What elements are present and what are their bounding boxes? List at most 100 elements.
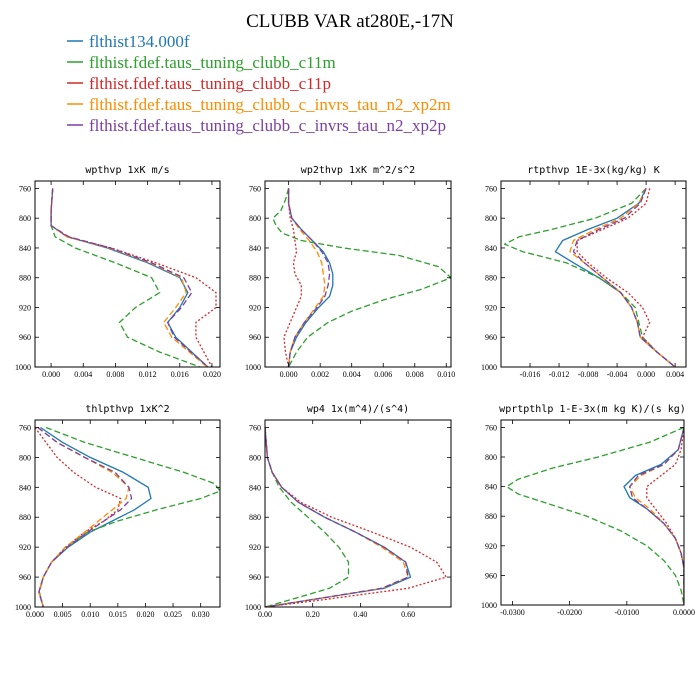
- y-tick-label: 760: [249, 184, 261, 193]
- legend-entry: flthist.fdef.taus_tuning_clubb_c_invrs_t…: [89, 116, 446, 135]
- y-tick-label: 1000: [15, 603, 31, 612]
- y-tick-label: 800: [485, 214, 497, 223]
- y-tick-label: 760: [485, 423, 497, 432]
- series-group: [265, 427, 447, 607]
- x-tick-label: 0.006: [374, 370, 392, 379]
- x-tick-label: 0.008: [406, 370, 424, 379]
- panel-title: wp2thvp 1xK m^2/s^2: [301, 165, 415, 176]
- x-tick-label: 0.020: [136, 610, 154, 619]
- panels: wpthvp 1xK m/s76080084088092096010000.00…: [15, 165, 695, 619]
- x-tick-label: 0.000: [26, 610, 44, 619]
- y-tick-label: 880: [485, 274, 497, 283]
- y-tick-label: 800: [485, 453, 497, 462]
- series-line: [265, 427, 447, 607]
- figure-title: CLUBB VAR at280E,-17N: [246, 11, 454, 32]
- x-tick-label: -0.016: [520, 370, 541, 379]
- series-line: [265, 427, 409, 607]
- plot-frame: [500, 419, 685, 606]
- x-tick-label: 0.008: [106, 370, 124, 379]
- series-line: [646, 427, 684, 605]
- y-tick-label: 960: [485, 571, 497, 580]
- x-tick-label: -0.008: [578, 370, 599, 379]
- series-line: [272, 188, 451, 367]
- series-line: [503, 187, 676, 367]
- x-tick-label: 0.010: [437, 370, 455, 379]
- chart-panel: wpthvp 1xK m/s 760 800 840 880 920 960 1000 0.00…: [15, 165, 221, 379]
- y-tick-label: 1000: [245, 603, 261, 612]
- x-tick-label: 0.00: [258, 610, 272, 619]
- x-tick-label: -0.004: [607, 370, 628, 379]
- series-line: [265, 427, 412, 607]
- series-line: [38, 426, 152, 607]
- x-tick-label: 0.40: [353, 610, 367, 619]
- chart-panel: wp4 1x(m^4)/(s^4)76080084088092096010000…: [245, 404, 452, 619]
- x-tick-label: 0.025: [164, 610, 182, 619]
- y-tick-label: 920: [485, 303, 497, 312]
- series-line: [283, 188, 302, 367]
- chart-panel: rtpthvp 1E-3x(kg/kg) K 760 800 840 880 920 960…: [481, 165, 687, 379]
- y-tick-label: 1000: [15, 363, 31, 372]
- y-tick-label: 920: [19, 543, 31, 552]
- legend: flthist134.000f flthist.fdef.taus_tuning_…: [67, 32, 451, 135]
- x-tick-label: 0.010: [81, 610, 99, 619]
- y-tick-label: 920: [485, 542, 497, 551]
- series-line: [287, 188, 331, 367]
- y-tick-label: 840: [19, 244, 31, 253]
- y-tick-label: 880: [249, 274, 261, 283]
- y-tick-label: 840: [485, 244, 497, 253]
- y-tick-label: 1000: [481, 601, 497, 610]
- x-tick-label: -0.0200: [557, 608, 582, 617]
- series-line: [38, 426, 220, 607]
- y-tick-label: 880: [249, 513, 261, 522]
- chart-panel: thlpthvp 1xK^276080084088092096010000.00…: [15, 404, 221, 619]
- x-tick-label: 0.000: [280, 370, 298, 379]
- x-tick-label: 0.016: [171, 370, 189, 379]
- plot-frame: [264, 180, 452, 368]
- y-tick-label: 800: [249, 453, 261, 462]
- x-tick-label: -0.0300: [500, 608, 525, 617]
- series-line: [576, 188, 676, 367]
- series-line: [35, 427, 122, 607]
- x-tick-label: 0.0000: [673, 608, 695, 617]
- x-tick-label: 0.012: [139, 370, 157, 379]
- series-line: [623, 427, 684, 605]
- y-tick-label: 840: [485, 483, 497, 492]
- series-line: [287, 188, 326, 367]
- x-tick-label: 0.20: [306, 610, 320, 619]
- plot-frame: [34, 419, 221, 608]
- series-line: [629, 427, 684, 605]
- x-tick-label: -0.012: [549, 370, 570, 379]
- y-tick-label: 1000: [481, 363, 497, 372]
- legend-entry: flthist.fdef.taus_tuning_clubb_c11p: [89, 74, 331, 93]
- x-tick-label: 0.002: [311, 370, 329, 379]
- series-group: [272, 188, 451, 367]
- series-line: [554, 188, 676, 367]
- y-tick-label: 1000: [245, 363, 261, 372]
- series-group: [50, 188, 217, 367]
- y-tick-label: 920: [249, 303, 261, 312]
- series-group: [506, 426, 684, 605]
- series-line: [37, 426, 133, 607]
- y-tick-label: 960: [19, 333, 31, 342]
- y-tick-label: 880: [485, 512, 497, 521]
- series-group: [503, 187, 676, 367]
- y-tick-label: 920: [249, 543, 261, 552]
- series-line: [37, 426, 130, 607]
- y-tick-label: 800: [249, 214, 261, 223]
- panel-title: wp4 1x(m^4)/(s^4): [307, 404, 409, 415]
- series-group: [35, 426, 220, 607]
- x-tick-label: 0.004: [343, 370, 361, 379]
- plot-frame: [34, 180, 221, 368]
- x-tick-label: 0.60: [401, 610, 415, 619]
- series-line: [50, 188, 209, 367]
- legend-entry: flthist.fdef.taus_tuning_clubb_c11m: [89, 53, 336, 72]
- x-tick-label: 0.015: [109, 610, 127, 619]
- x-tick-label: 0.000: [42, 370, 60, 379]
- y-tick-label: 960: [249, 573, 261, 582]
- y-tick-label: 760: [19, 423, 31, 432]
- chart-panel: wp2thvp 1xK m^2/s^2 760 800 840 880 920 960 100…: [245, 165, 455, 379]
- panel-title: thlpthvp 1xK^2: [85, 404, 169, 415]
- series-line: [629, 427, 684, 605]
- chart-panel: wprtpthlp 1-E-3x(m kg K)/(s kg)760 800 840…: [481, 404, 695, 617]
